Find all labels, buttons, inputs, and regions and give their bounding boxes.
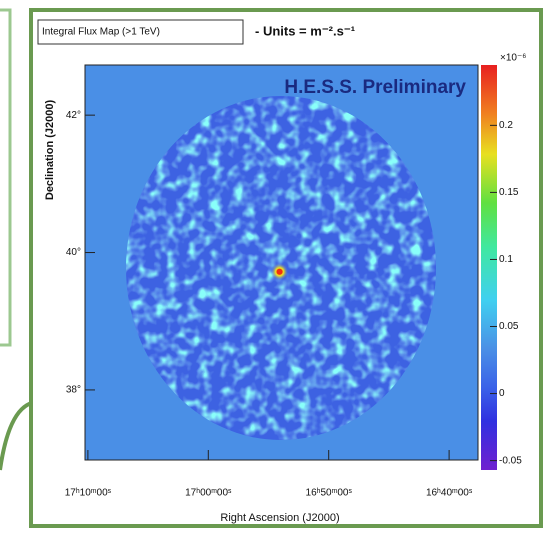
x-tick-label: 16ʰ50ᵐ00ˢ xyxy=(306,488,353,499)
colorbar-tick-label: -0.05 xyxy=(499,455,522,466)
source xyxy=(276,268,283,275)
y-tick-label: 42° xyxy=(66,110,81,121)
plot-border xyxy=(84,64,479,461)
subtitle: - Units = m⁻².s⁻¹ xyxy=(255,23,355,38)
colorbar-tick-label: 0.2 xyxy=(499,120,513,131)
colorbar-tick-label: 0.05 xyxy=(499,321,519,332)
title: Integral Flux Map (>1 TeV) xyxy=(42,27,160,38)
annotation: H.E.S.S. Preliminary xyxy=(284,77,466,98)
colorbar-multiplier: ×10⁻⁶ xyxy=(500,53,526,64)
slide-bracket xyxy=(0,8,12,347)
colorbar-tick-label: 0.1 xyxy=(499,254,513,265)
title-box xyxy=(37,19,244,45)
y-tick-label: 38° xyxy=(66,385,81,396)
colorbar-tick-label: 0.15 xyxy=(499,187,519,198)
y-axis-label: Declination (J2000) xyxy=(44,100,56,201)
x-tick-label: 16ʰ40ᵐ00ˢ xyxy=(426,488,473,499)
colorbar xyxy=(481,65,497,470)
x-tick-label: 17ʰ10ᵐ00ˢ xyxy=(65,488,112,499)
x-axis-label: Right Ascension (J2000) xyxy=(220,512,339,524)
y-tick-label: 40° xyxy=(66,247,81,258)
colorbar-tick-label: 0 xyxy=(499,388,505,399)
x-tick-label: 17ʰ00ᵐ00ˢ xyxy=(185,488,232,499)
